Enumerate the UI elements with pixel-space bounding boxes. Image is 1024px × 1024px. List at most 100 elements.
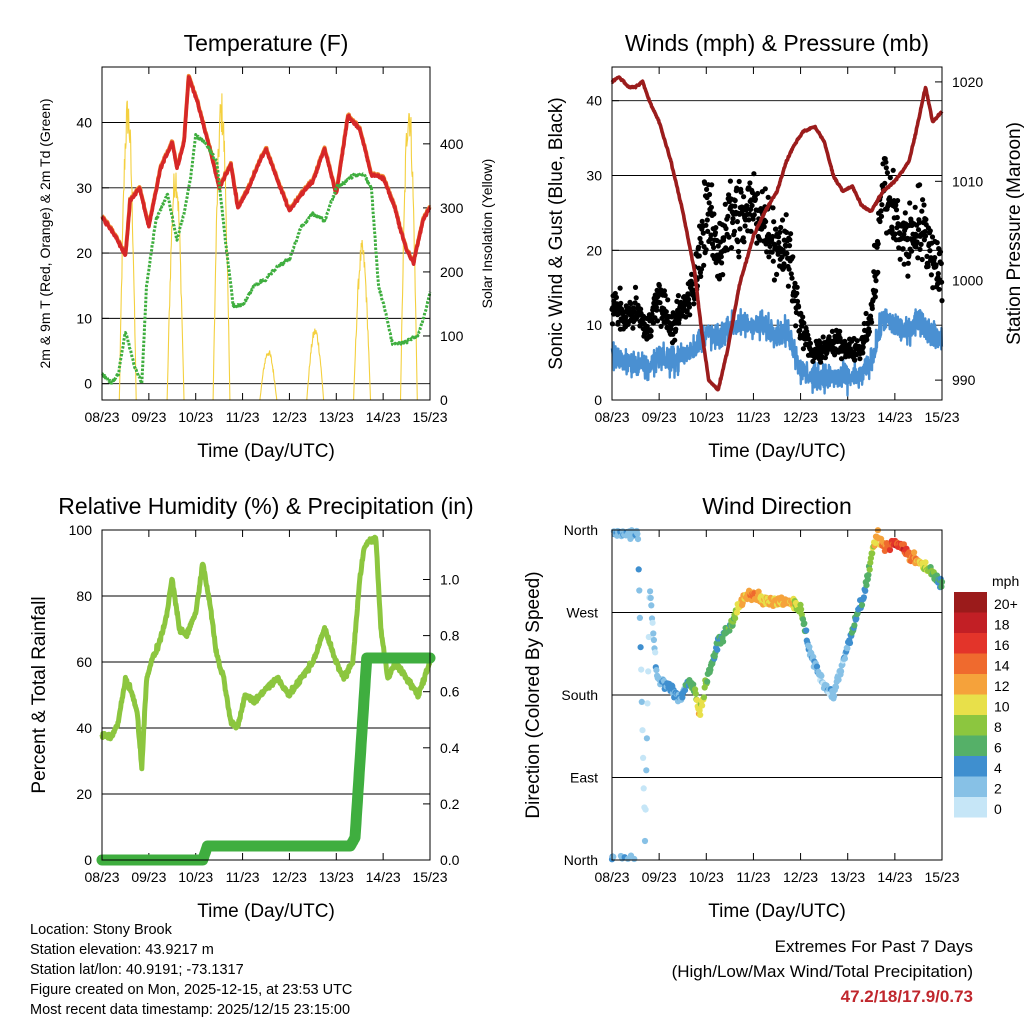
gust-point — [686, 296, 692, 302]
y-tick-label: 40 — [586, 93, 602, 109]
gust-point — [709, 182, 715, 188]
panel-title: Wind Direction — [702, 493, 852, 519]
gust-point — [890, 167, 896, 173]
relative-humidity-line — [99, 534, 433, 772]
colorbar-title: mph — [992, 573, 1019, 589]
colorbar-label: 20+ — [994, 596, 1018, 612]
y-right-tick-label: 1000 — [952, 273, 983, 289]
wind-direction-point — [810, 653, 817, 661]
gust-point — [837, 328, 843, 334]
gust-point — [718, 254, 724, 260]
gust-point — [724, 247, 731, 253]
y-right-axis-label: Solar Insolation (Yellow) — [479, 159, 495, 309]
gust-point — [800, 346, 807, 352]
gust-point — [878, 213, 885, 219]
extremes-values: 47.2/18/17.9/0.73 — [840, 987, 973, 1006]
gust-point — [838, 356, 845, 362]
extremes-title: Extremes For Past 7 Days — [774, 937, 973, 956]
gust-point — [927, 228, 933, 234]
gust-point — [723, 225, 729, 232]
colorbar-swatch — [954, 715, 987, 736]
y-right-tick-label: 0.8 — [440, 628, 460, 644]
gust-point — [776, 239, 782, 246]
colorbar-swatch — [954, 674, 987, 695]
gust-point — [783, 212, 789, 218]
gust-point — [708, 232, 714, 238]
gust-point — [644, 323, 650, 329]
gust-point — [919, 208, 925, 214]
gust-point — [884, 170, 891, 176]
wind-direction-point — [692, 690, 699, 697]
wind-direction-point — [832, 684, 840, 691]
station-elevation: Station elevation: 43.9217 m — [30, 942, 214, 958]
gust-point — [704, 217, 710, 223]
colorbar-label: 8 — [994, 719, 1002, 735]
solar-day-curve — [353, 240, 372, 401]
y-right-tick-label: 200 — [440, 264, 464, 280]
gust-point — [623, 314, 629, 320]
gust-point — [750, 216, 756, 222]
gust-point — [875, 269, 881, 275]
wind-direction-point — [643, 735, 651, 742]
y-tick-label: 20 — [586, 242, 602, 258]
gust-point — [771, 277, 778, 283]
y-right-tick-label: 0.0 — [440, 852, 460, 868]
gust-point — [794, 284, 800, 290]
y-tick-label: 40 — [76, 720, 92, 736]
gust-point — [783, 229, 790, 235]
gust-point — [915, 227, 922, 233]
gust-point — [879, 202, 885, 208]
wind-direction-point — [645, 633, 652, 641]
x-tick-label: 14/23 — [366, 869, 401, 885]
colorbar-label: 12 — [994, 678, 1010, 694]
gust-point — [918, 241, 924, 247]
y-tick-label: 40 — [76, 115, 92, 131]
gust-point — [728, 245, 735, 251]
x-tick-label: 15/23 — [412, 409, 447, 425]
gust-point — [742, 223, 748, 229]
solar-day-curve — [306, 328, 325, 401]
x-tick-label: 08/23 — [594, 869, 629, 885]
wind-direction-point — [844, 645, 851, 652]
gust-point — [650, 320, 657, 326]
gust-point — [934, 240, 940, 246]
gust-point — [698, 273, 704, 279]
gust-point — [657, 300, 663, 306]
gust-point — [765, 194, 771, 200]
wind-direction-point — [631, 855, 638, 863]
gust-point — [751, 212, 757, 218]
gust-point — [661, 288, 668, 294]
wind-direction-point — [650, 636, 658, 644]
direction-tick-label: North — [564, 522, 598, 538]
gust-point — [612, 290, 618, 297]
wind-direction-point — [732, 615, 739, 622]
wind-direction-point — [643, 767, 650, 774]
wind-direction-point — [841, 655, 849, 662]
gust-point — [896, 245, 902, 251]
wind-direction-point — [700, 694, 708, 701]
wind-direction-point — [869, 550, 876, 557]
gust-point — [864, 337, 870, 343]
wind-direction-point — [867, 555, 875, 562]
gust-point — [863, 310, 869, 317]
gust-point — [748, 206, 754, 212]
gust-point — [734, 185, 740, 191]
gust-point — [917, 182, 923, 188]
gust-point — [873, 278, 879, 284]
gust-point — [927, 248, 933, 254]
gust-point — [763, 219, 769, 225]
y-right-tick-label: 0.2 — [440, 796, 460, 812]
gust-point — [915, 255, 921, 261]
gust-point — [777, 229, 783, 235]
gust-point — [807, 340, 814, 346]
colorbar-swatch — [954, 776, 987, 797]
wind-direction-panel: Wind Direction 08/23 09/23 10/23 11/23 12/23 1… — [523, 493, 960, 922]
gust-point — [766, 231, 772, 237]
gust-point — [672, 337, 678, 343]
gust-point — [860, 344, 866, 350]
gust-point — [852, 357, 858, 363]
wind-direction-point — [649, 619, 656, 626]
gust-point — [781, 265, 787, 271]
colorbar-label: 18 — [994, 617, 1010, 633]
gust-point — [665, 297, 671, 303]
